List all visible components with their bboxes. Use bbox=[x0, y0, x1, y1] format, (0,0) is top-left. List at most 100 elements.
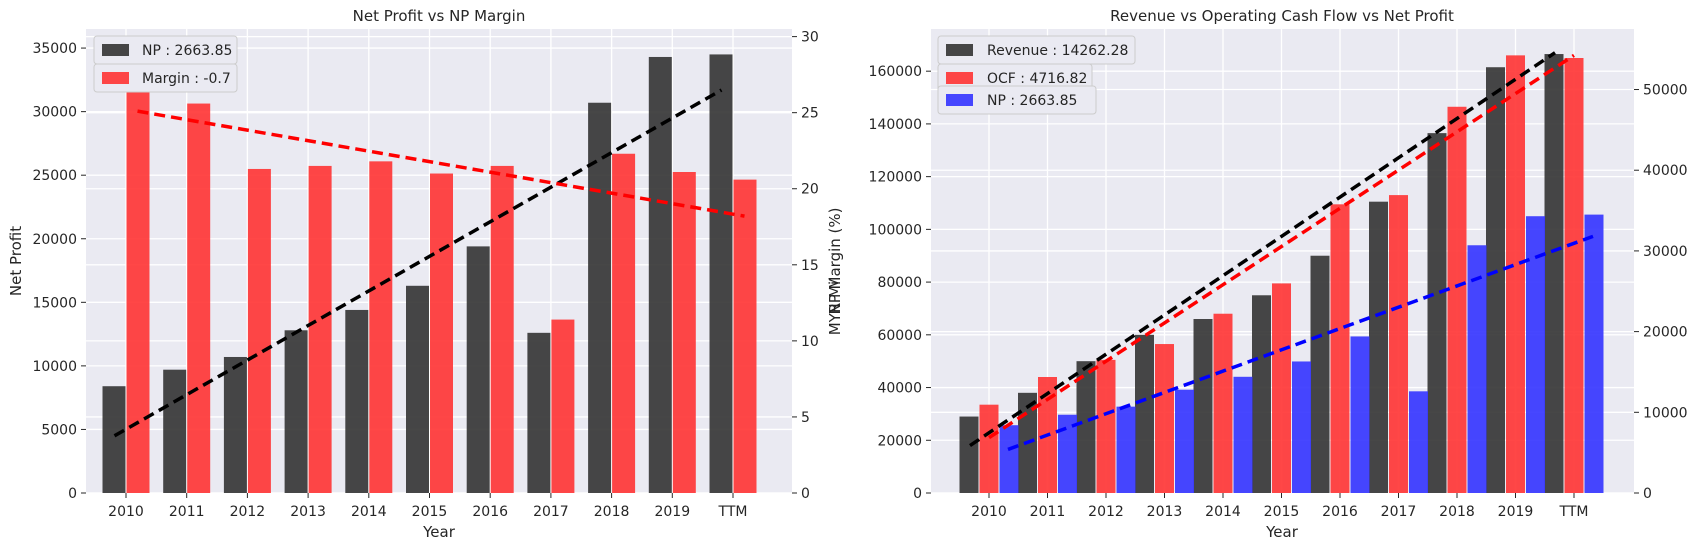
bar-margin-2015 bbox=[430, 173, 453, 493]
bar-revenue-2013 bbox=[1135, 334, 1154, 493]
trendline-np bbox=[113, 88, 723, 438]
bar-np-2018 bbox=[588, 102, 612, 493]
y-tick-label: 35000 bbox=[32, 41, 77, 57]
bar-np-ttm bbox=[709, 54, 733, 494]
y-tick-label: 80000 bbox=[877, 275, 922, 291]
trendline-ocf bbox=[988, 53, 1575, 440]
bar-margin-2011 bbox=[187, 103, 211, 494]
legend-label-margin: Margin : -0.7 bbox=[142, 71, 231, 87]
bar-margin-2016 bbox=[490, 165, 514, 493]
bar-ocf-2015 bbox=[1272, 283, 1291, 493]
legend-swatch-margin bbox=[102, 72, 129, 84]
trendline-revenue bbox=[969, 51, 1556, 447]
y-ticks-right-left-chart: 0 5 10 15 20 25 30 bbox=[792, 30, 819, 502]
legend-swatch-np bbox=[102, 44, 129, 56]
y-tick-label: 20000 bbox=[32, 232, 77, 248]
x-tick-label: 2016 bbox=[1322, 504, 1358, 520]
y-ticks-right-chart: 0 20000 40000 60000 80000 100000 120000 140000 1… bbox=[869, 64, 931, 502]
x-ticks-left: 2010 2011 2012 2013 2014 2015 2016 2017 2018 2019… bbox=[108, 493, 747, 520]
bar-np-2018 bbox=[1467, 245, 1487, 493]
x-tick-label: 2019 bbox=[1498, 504, 1534, 520]
bar-ocf-ttm bbox=[1564, 58, 1584, 493]
bar-margin-2019 bbox=[672, 172, 696, 493]
bar-ocf-2018 bbox=[1447, 106, 1467, 493]
bar-revenue-2016 bbox=[1310, 255, 1330, 493]
bar-margin-2018 bbox=[612, 153, 636, 493]
y-ticks-right-right-chart: 0 10000 20000 30000 40000 50000 bbox=[1634, 83, 1688, 502]
y-tick-label: 20000 bbox=[877, 433, 922, 449]
chart-left: 0 5000 10000 15000 20000 25000 30000 35000 0 5 10… bbox=[7, 7, 844, 541]
y-tick-label-right: 15 bbox=[801, 258, 819, 274]
x-tick-label: 2013 bbox=[1147, 504, 1183, 520]
bar-np-2017 bbox=[1409, 391, 1428, 493]
bar-ocf-2013 bbox=[1155, 344, 1174, 493]
bar-revenue-2019 bbox=[1486, 67, 1505, 494]
bar-ocf-2016 bbox=[1330, 204, 1350, 493]
bar-margin-2013 bbox=[308, 165, 332, 493]
bar-np-2011 bbox=[163, 369, 187, 493]
bar-revenue-2014 bbox=[1193, 319, 1213, 493]
trendlines-right bbox=[969, 51, 1594, 452]
bar-margin-2014 bbox=[369, 161, 393, 493]
x-tick-label: 2016 bbox=[472, 504, 508, 520]
y-tick-label-right: 0 bbox=[1643, 486, 1652, 502]
x-tick-label: 2013 bbox=[290, 504, 326, 520]
x-tick-label: 2014 bbox=[1205, 504, 1241, 520]
y-tick-label: 25000 bbox=[32, 168, 77, 184]
bar-np-2014 bbox=[345, 309, 369, 493]
bar-margin-ttm bbox=[733, 179, 757, 493]
y-tick-label-right: 40000 bbox=[1643, 163, 1688, 179]
x-tick-label: 2012 bbox=[230, 504, 266, 520]
y-tick-label: 160000 bbox=[869, 64, 922, 80]
legend-box-left-2 bbox=[93, 63, 238, 93]
bar-np-ttm bbox=[1584, 214, 1604, 493]
bar-revenue-2017 bbox=[1369, 201, 1388, 493]
y-tick-label: 40000 bbox=[877, 381, 922, 397]
x-tick-label: 2015 bbox=[412, 504, 448, 520]
y-tick-label: 140000 bbox=[869, 117, 922, 133]
x-axis-label-left: Year bbox=[422, 523, 456, 541]
x-tick-label: 2018 bbox=[1439, 504, 1475, 520]
legend-label-np: NP : 2663.85 bbox=[142, 43, 232, 59]
legend-swatch-revenue bbox=[946, 44, 973, 56]
legend-label-np-right: NP : 2663.85 bbox=[987, 93, 1077, 109]
y-ticks-left: 0 5000 10000 15000 20000 25000 30000 35000 bbox=[32, 41, 86, 502]
bar-np-2015 bbox=[1292, 361, 1311, 493]
bar-ocf-2010 bbox=[979, 404, 999, 493]
y-tick-label: 30000 bbox=[32, 105, 77, 121]
bar-np-2013 bbox=[284, 330, 308, 493]
bar-np-2010 bbox=[102, 386, 126, 493]
y-tick-label-right: 10000 bbox=[1643, 405, 1688, 421]
y-axis-label-right-left-chart: NP Margin (%) bbox=[826, 208, 844, 315]
y-axis-label-left: Net Profit bbox=[7, 226, 25, 296]
chart-right: 0200004000060000800001000001200001400001… bbox=[826, 7, 1688, 541]
chart-title-left: Net Profit vs NP Margin bbox=[353, 7, 526, 25]
y-tick-label-right: 50000 bbox=[1643, 83, 1688, 99]
bar-np-2015 bbox=[406, 285, 429, 493]
y-tick-label: 60000 bbox=[877, 328, 922, 344]
x-tick-label: 2010 bbox=[971, 504, 1007, 520]
bar-np-2012 bbox=[1116, 406, 1136, 493]
y-tick-label: 0 bbox=[913, 486, 922, 502]
bar-np-2013 bbox=[1175, 389, 1194, 493]
legend-label-ocf: OCF : 4716.82 bbox=[987, 71, 1087, 87]
x-tick-label: 2010 bbox=[108, 504, 144, 520]
x-tick-label: 2011 bbox=[169, 504, 205, 520]
x-tick-label: 2019 bbox=[654, 504, 690, 520]
x-tick-label: 2018 bbox=[594, 504, 630, 520]
y-tick-label-right: 20000 bbox=[1643, 325, 1688, 341]
bar-revenue-ttm bbox=[1544, 54, 1564, 493]
x-tick-label: 2017 bbox=[533, 504, 569, 520]
x-tick-label: 2015 bbox=[1264, 504, 1300, 520]
bar-np-2010 bbox=[999, 425, 1019, 493]
x-tick-label: 2014 bbox=[351, 504, 387, 520]
bar-np-2011 bbox=[1058, 414, 1077, 493]
bars-left bbox=[102, 53, 757, 494]
x-ticks-right: 2010 2011 2012 2013 2014 2015 2016 2017 2018 2019… bbox=[971, 493, 1588, 520]
legend-right: Revenue : 14262.28 OCF : 4716.82 NP : 26… bbox=[937, 35, 1136, 115]
bar-np-2016 bbox=[466, 246, 490, 493]
bar-revenue-2010 bbox=[959, 416, 979, 493]
x-tick-label: 2017 bbox=[1381, 504, 1417, 520]
